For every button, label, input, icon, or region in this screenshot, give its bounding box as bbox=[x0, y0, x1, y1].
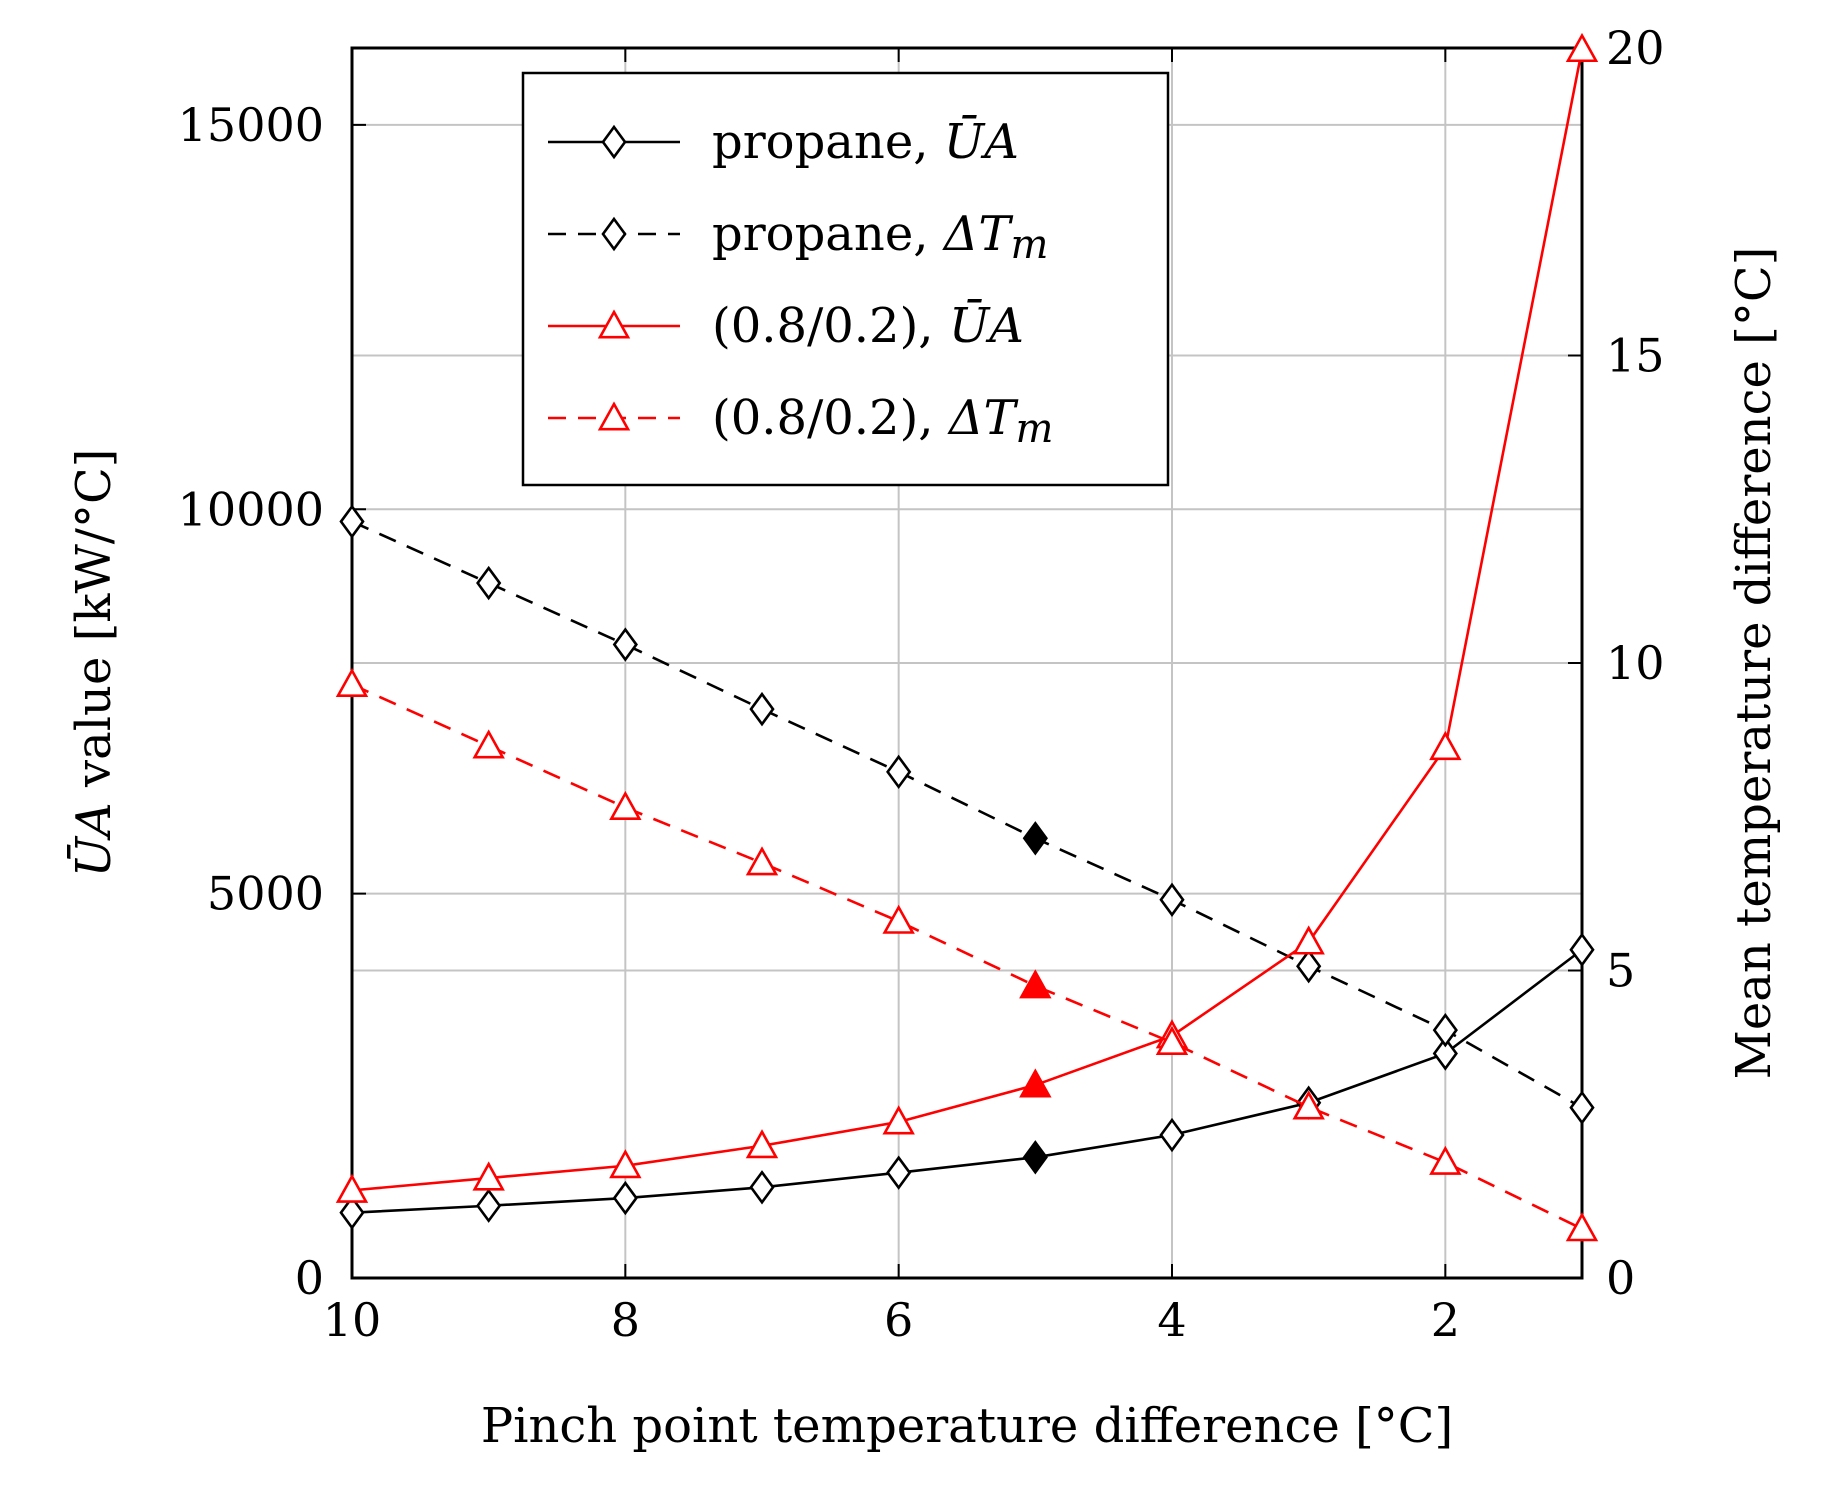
y2-axis-label: Mean temperature difference [°C] bbox=[1726, 247, 1782, 1080]
data-point-propane-dtm bbox=[749, 691, 775, 727]
data-point-mix-ua bbox=[1565, 32, 1599, 63]
data-point-propane-ua bbox=[339, 1195, 365, 1230]
y2-tick-label: 20 bbox=[1606, 21, 1665, 75]
y-tick-label: 0 bbox=[295, 1251, 324, 1305]
data-point-mix-ua bbox=[335, 1173, 369, 1203]
data-point-propane-ua bbox=[1432, 1036, 1458, 1071]
data-point-propane-dtm bbox=[476, 565, 502, 601]
data-point-mix-ua bbox=[745, 1129, 779, 1159]
y-axis-label-text: value [kW/°C] bbox=[66, 449, 122, 803]
series-mix-dtm bbox=[335, 667, 1599, 1242]
legend-label: (0.8/0.2), ΔTm bbox=[712, 390, 1053, 452]
legend-marker bbox=[601, 124, 627, 160]
data-point-propane-ua bbox=[1159, 1117, 1185, 1153]
data-point-mix-ua bbox=[1429, 730, 1462, 761]
data-point-mix-dtm bbox=[335, 667, 369, 698]
legend-entry-propane-dtm: propane, ΔTm bbox=[548, 206, 1048, 268]
data-point-mix-dtm bbox=[609, 790, 642, 821]
series-line-propane-ua bbox=[351, 948, 1583, 1214]
legend-label: (0.8/0.2), ŪA bbox=[712, 298, 1024, 354]
y2-tick-label: 15 bbox=[1606, 329, 1665, 383]
data-point-propane-dtm bbox=[1159, 882, 1185, 917]
legend-marker bbox=[601, 216, 627, 252]
y2-tick-label: 0 bbox=[1606, 1251, 1635, 1305]
data-point-mix-dtm bbox=[1429, 1145, 1462, 1175]
legend-marker bbox=[597, 309, 631, 339]
y-tick-label: 15000 bbox=[178, 98, 324, 152]
data-point-propane-ua bbox=[1022, 1140, 1048, 1175]
data-point-propane-dtm bbox=[1569, 1090, 1595, 1125]
x-tick-label: 6 bbox=[884, 1293, 913, 1347]
legend-entry-mix-ua: (0.8/0.2), ŪA bbox=[548, 298, 1024, 354]
x-axis-label: Pinch point temperature difference [°C] bbox=[481, 1398, 1453, 1454]
data-point-propane-ua bbox=[612, 1180, 638, 1216]
data-point-propane-dtm bbox=[1296, 948, 1322, 984]
data-point-propane-ua bbox=[886, 1155, 912, 1190]
data-point-mix-dtm bbox=[1155, 1025, 1189, 1055]
y-tick-label: 5000 bbox=[207, 867, 324, 921]
legend-label-symbol: ΔT bbox=[942, 206, 1014, 262]
legend-entry-propane-ua: propane, ŪA bbox=[548, 114, 1019, 170]
data-point-mix-ua bbox=[609, 1149, 642, 1179]
legend-label-name: (0.8/0.2), bbox=[712, 298, 949, 354]
y-axis-label: ŪA value [kW/°C] bbox=[66, 449, 122, 878]
legend-label: propane, ΔTm bbox=[712, 206, 1048, 268]
series-line-mix-ua bbox=[351, 49, 1584, 1192]
data-point-mix-ua bbox=[1019, 1068, 1052, 1098]
x-tick-label: 2 bbox=[1431, 1293, 1460, 1347]
legend-label-symbol: ΔT bbox=[947, 390, 1019, 446]
data-point-mix-dtm bbox=[1019, 969, 1052, 999]
y-tick-label: 10000 bbox=[178, 482, 324, 536]
data-point-mix-dtm bbox=[1292, 1090, 1325, 1120]
legend-label-name: propane, bbox=[712, 114, 944, 170]
data-point-mix-dtm bbox=[472, 729, 505, 759]
x-tick-label: 10 bbox=[323, 1293, 382, 1347]
data-point-mix-dtm bbox=[882, 904, 915, 934]
legend-label-symbol: ŪA bbox=[949, 298, 1024, 354]
data-point-propane-ua bbox=[749, 1170, 775, 1205]
data-point-mix-dtm bbox=[745, 846, 779, 876]
data-point-propane-dtm bbox=[1432, 1012, 1458, 1048]
y-axis-label-symbol: ŪA bbox=[66, 802, 122, 877]
data-point-mix-dtm bbox=[1565, 1212, 1599, 1242]
legend-label-subscript: m bbox=[1016, 406, 1054, 452]
series-propane-ua bbox=[339, 932, 1595, 1230]
data-point-propane-dtm bbox=[1022, 821, 1048, 856]
y2-tick-label: 5 bbox=[1606, 944, 1635, 998]
legend-marker bbox=[597, 401, 631, 431]
y2-tick-label: 10 bbox=[1606, 636, 1665, 690]
data-point-propane-dtm bbox=[886, 754, 912, 790]
series-line-mix-dtm bbox=[351, 683, 1583, 1230]
legend-label-name: propane, bbox=[712, 206, 944, 262]
series-layer bbox=[335, 32, 1599, 1242]
data-point-mix-ua bbox=[472, 1161, 505, 1191]
x-tick-label: 4 bbox=[1157, 1293, 1186, 1347]
data-point-propane-ua bbox=[1569, 932, 1595, 967]
data-point-mix-ua bbox=[1292, 925, 1325, 955]
data-point-propane-dtm bbox=[339, 504, 365, 539]
legend-entry-mix-dtm: (0.8/0.2), ΔTm bbox=[548, 390, 1053, 452]
x-tick-label: 8 bbox=[611, 1293, 640, 1347]
legend-label: propane, ŪA bbox=[712, 114, 1019, 170]
legend-label-symbol: ŪA bbox=[944, 114, 1019, 170]
legend-label-subscript: m bbox=[1010, 222, 1048, 268]
legend-label-name: (0.8/0.2), bbox=[712, 390, 949, 446]
data-point-propane-ua bbox=[476, 1188, 502, 1223]
data-point-mix-ua bbox=[882, 1105, 915, 1135]
data-point-propane-dtm bbox=[612, 627, 638, 662]
series-line-propane-dtm bbox=[351, 520, 1583, 1109]
series-propane-dtm bbox=[339, 504, 1595, 1125]
